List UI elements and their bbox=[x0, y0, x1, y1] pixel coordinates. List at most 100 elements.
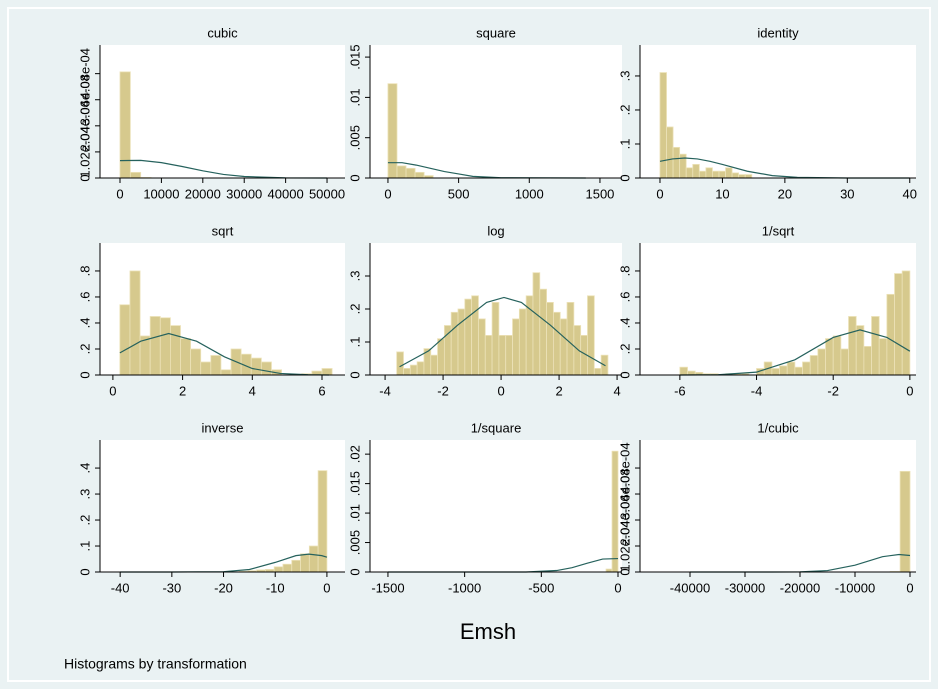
bar bbox=[566, 301, 575, 376]
bar bbox=[409, 364, 418, 376]
x-tick-label: 0 bbox=[906, 383, 913, 398]
bar bbox=[532, 272, 541, 376]
y-tick-label: 2.04e-04 bbox=[77, 100, 92, 151]
x-tick-label: 0 bbox=[116, 186, 123, 201]
bar bbox=[718, 170, 726, 179]
panel-title: log bbox=[487, 223, 504, 238]
y-tick-label: .8 bbox=[77, 266, 92, 277]
x-tick-label: 1000 bbox=[515, 186, 544, 201]
bar bbox=[450, 311, 459, 376]
bar bbox=[518, 308, 527, 376]
bar bbox=[786, 361, 796, 376]
bar bbox=[894, 273, 903, 376]
bar bbox=[802, 361, 811, 376]
x-tick-label: 0 bbox=[906, 580, 913, 595]
bar bbox=[300, 553, 310, 573]
y-tick-label: 3.06e-04 bbox=[77, 74, 92, 125]
bar bbox=[416, 361, 425, 376]
bar bbox=[738, 174, 746, 179]
x-tick-label: -1500 bbox=[371, 580, 404, 595]
bar bbox=[539, 288, 548, 376]
plot-area bbox=[370, 45, 622, 178]
y-tick-label: 0 bbox=[77, 371, 92, 378]
y-tick-label: 0 bbox=[617, 568, 632, 575]
bar bbox=[396, 165, 407, 179]
bar bbox=[200, 361, 212, 376]
bar bbox=[430, 354, 438, 376]
x-tick-label: 500 bbox=[448, 186, 470, 201]
y-tick-label: .3 bbox=[617, 71, 632, 82]
x-tick-label: -40 bbox=[111, 580, 130, 595]
y-tick-label: 2.04e-04 bbox=[617, 494, 632, 545]
panel-title: 1/cubic bbox=[757, 420, 799, 435]
bar bbox=[779, 365, 788, 376]
x-tick-label: 0 bbox=[323, 580, 330, 595]
y-tick-label: 3.06e-04 bbox=[617, 468, 632, 519]
bar bbox=[437, 338, 445, 376]
x-tick-label: 20 bbox=[778, 186, 792, 201]
bar bbox=[817, 348, 826, 376]
bar bbox=[498, 334, 507, 376]
bar bbox=[119, 304, 131, 376]
y-tick-label: 1.02e-04 bbox=[77, 126, 92, 177]
bar bbox=[871, 316, 880, 376]
y-tick-label: .005 bbox=[347, 125, 362, 150]
bar bbox=[308, 545, 319, 573]
bar bbox=[559, 318, 568, 376]
panel-title: identity bbox=[757, 25, 799, 40]
panel-title: cubic bbox=[207, 25, 238, 40]
bar bbox=[744, 174, 753, 179]
y-tick-label: 0 bbox=[77, 568, 92, 575]
bar bbox=[771, 368, 780, 376]
y-tick-label: .4 bbox=[77, 318, 92, 329]
x-tick-label: -20 bbox=[214, 580, 233, 595]
x-tick-label: 6 bbox=[318, 383, 325, 398]
x-tick-label: 4 bbox=[613, 383, 620, 398]
bar bbox=[210, 355, 222, 376]
bar bbox=[659, 72, 667, 179]
density-curve bbox=[119, 159, 328, 179]
x-tick-label: 30 bbox=[840, 186, 854, 201]
x-tick-label: 10000 bbox=[143, 186, 179, 201]
y-tick-label: .4 bbox=[77, 463, 92, 474]
density-curve bbox=[399, 296, 606, 368]
bar bbox=[464, 298, 473, 376]
x-tick-label: 10 bbox=[715, 186, 729, 201]
y-tick-label: .1 bbox=[77, 541, 92, 552]
bar bbox=[546, 301, 554, 376]
x-tick-label: -4 bbox=[379, 383, 391, 398]
plot-area bbox=[100, 45, 345, 178]
bar bbox=[139, 335, 151, 376]
bar bbox=[901, 270, 911, 376]
bar bbox=[712, 170, 720, 179]
bar bbox=[484, 334, 493, 376]
bar bbox=[573, 325, 582, 376]
x-tick-label: 2 bbox=[179, 383, 186, 398]
bar bbox=[457, 308, 466, 376]
x-tick-label: 20000 bbox=[185, 186, 221, 201]
bar bbox=[832, 335, 842, 376]
x-tick-label: 0 bbox=[384, 186, 391, 201]
density-curve bbox=[679, 329, 911, 376]
y-tick-label: .6 bbox=[77, 292, 92, 303]
bar bbox=[705, 167, 713, 179]
y-tick-label: .2 bbox=[617, 105, 632, 116]
bar bbox=[250, 357, 262, 376]
bar bbox=[159, 317, 171, 376]
y-tick-label: .3 bbox=[77, 489, 92, 500]
bar bbox=[149, 316, 161, 376]
bar bbox=[387, 83, 398, 179]
bar bbox=[405, 167, 416, 179]
y-tick-label: .4 bbox=[617, 318, 632, 329]
y-tick-label: .01 bbox=[347, 88, 362, 106]
bar bbox=[692, 163, 700, 179]
bar bbox=[129, 270, 141, 376]
bar bbox=[321, 368, 333, 376]
y-tick-label: 0 bbox=[617, 174, 632, 181]
y-tick-label: 4.08e-04 bbox=[617, 442, 632, 493]
y-tick-label: .01 bbox=[347, 504, 362, 522]
x-tick-label: -2 bbox=[827, 383, 839, 398]
plot-area bbox=[370, 440, 622, 572]
bar bbox=[273, 566, 284, 573]
x-tick-label: -10000 bbox=[835, 580, 875, 595]
